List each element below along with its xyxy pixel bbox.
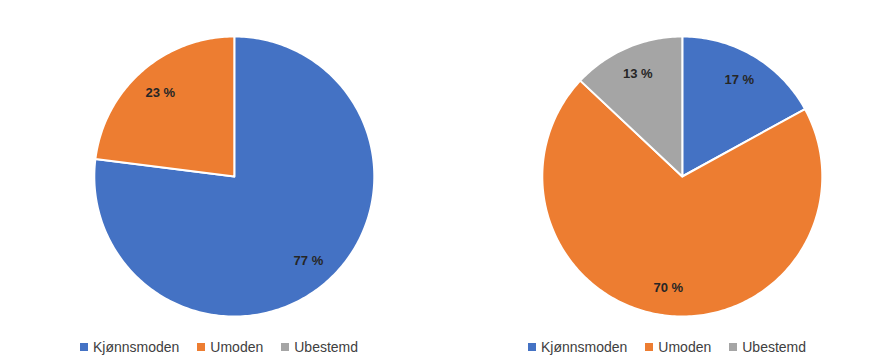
- svg-text:23 %: 23 %: [145, 85, 175, 100]
- svg-text:77 %: 77 %: [294, 253, 324, 268]
- svg-text:13 %: 13 %: [623, 66, 653, 81]
- html-text:Umoden: Umoden: [658, 339, 712, 355]
- html-text:Ubestemd: Ubestemd: [742, 339, 807, 355]
- svg-text:17 %: 17 %: [724, 72, 754, 87]
- html-text:Kjønnsmoden: Kjønnsmoden: [92, 339, 180, 355]
- html-text:Ubestemd: Ubestemd: [294, 339, 359, 355]
- svg-text:70 %: 70 %: [653, 280, 683, 295]
- html-text:Umoden: Umoden: [210, 339, 264, 355]
- html-text:Kjønnsmoden: Kjønnsmoden: [540, 339, 628, 355]
